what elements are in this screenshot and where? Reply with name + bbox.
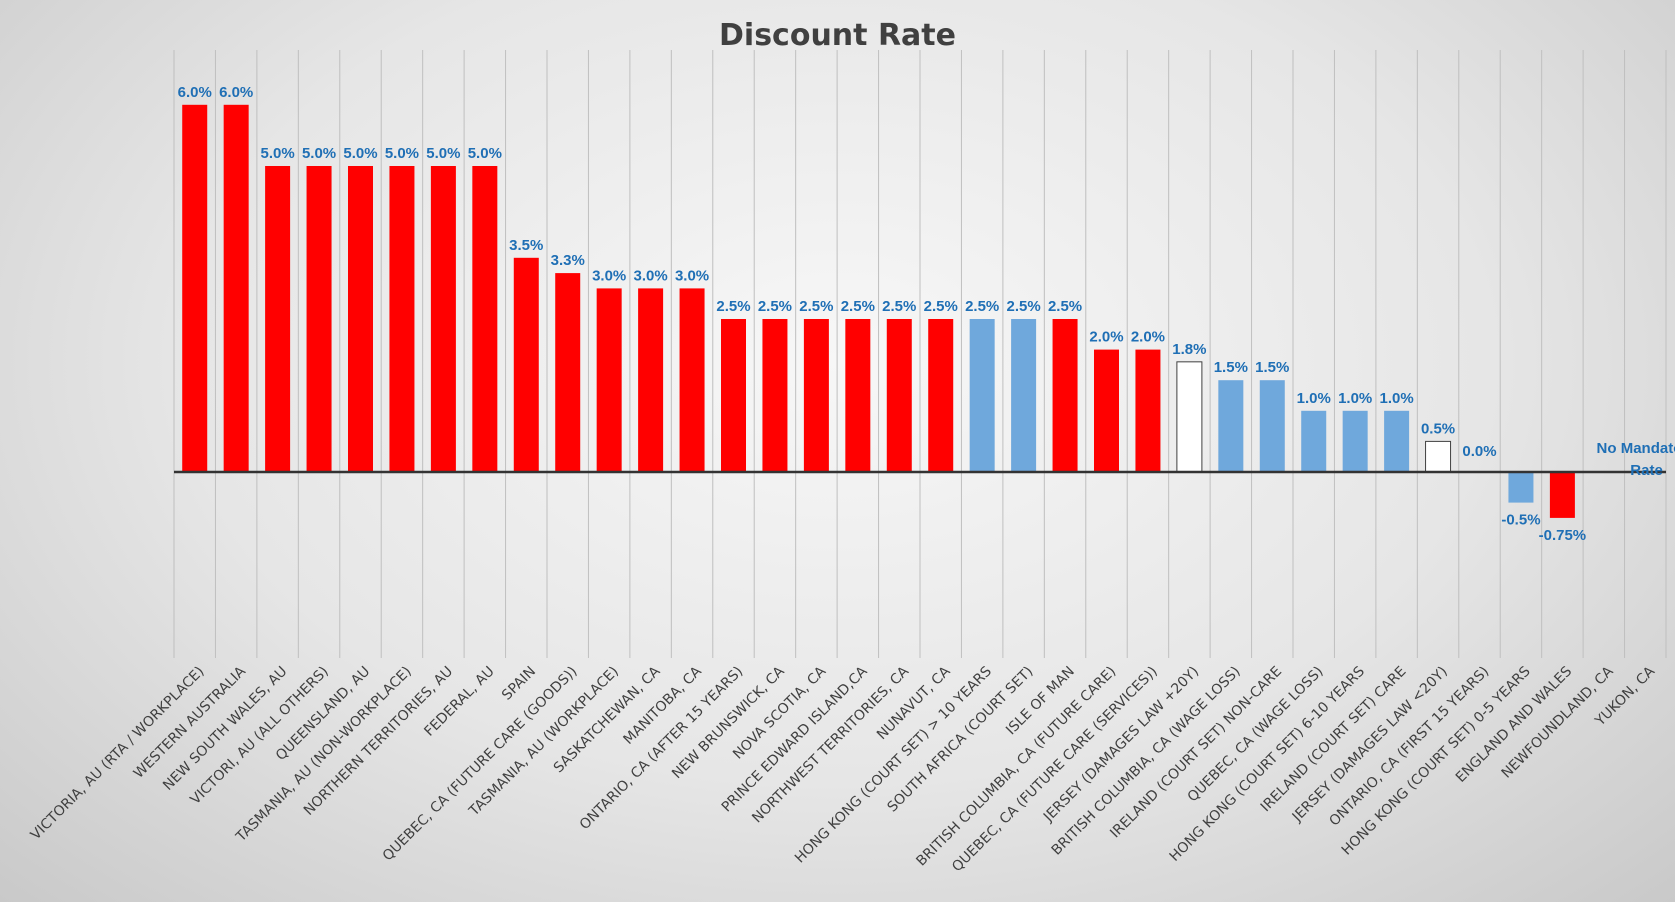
bar-victoria-au-rta-workplace [182, 104, 208, 473]
bar-england-and-wales [1549, 472, 1575, 518]
value-label-england-and-wales: -0.75% [1539, 527, 1587, 544]
category-label-hong-kong-court-set-10-years: HONG KONG (COURT SET) > 10 YEARS [792, 663, 995, 866]
bars [182, 104, 1575, 518]
value-label-ireland-court-set-care: 1.0% [1380, 390, 1414, 407]
value-label-queensland-au: 5.0% [343, 145, 377, 162]
bar-isle-of-man [1052, 319, 1078, 472]
value-label-prince-edward-island-ca: 2.5% [841, 298, 875, 315]
bar-northern-territories-au [430, 166, 456, 472]
bar-victori-au-all-others [306, 166, 332, 472]
bar-hong-kong-court-set-0-5-years [1508, 472, 1534, 503]
value-label-ontario-ca-first-15-years: 0.0% [1462, 443, 1496, 460]
value-label-ireland-court-set-non-care: 1.5% [1255, 359, 1289, 376]
bar-new-south-wales-au [265, 166, 291, 472]
value-label-hong-kong-court-set-6-10-years: 1.0% [1338, 390, 1372, 407]
no-mandatory-rate-note: No MandatoryRate [1597, 440, 1675, 479]
value-label-hong-kong-court-set-0-5-years: -0.5% [1501, 512, 1540, 529]
bar-western-australia [223, 104, 249, 473]
category-label-victoria-au-rta-workplace: VICTORIA, AU (RTA / WORKPLACE) [28, 664, 208, 844]
value-label-jersey-damages-law-20y: 1.8% [1172, 341, 1206, 358]
value-label-tasmania-au-non-workplace: 5.0% [385, 145, 419, 162]
bar-ontario-ca-after-15-years [721, 319, 746, 472]
value-label-saskatchewan-ca: 3.0% [634, 267, 668, 284]
category-label-spain: SPAIN [499, 664, 539, 704]
bar-quebec-ca-wage-loss [1301, 410, 1327, 472]
value-label-ontario-ca-after-15-years: 2.5% [716, 298, 750, 315]
value-label-new-brunswick-ca: 2.5% [758, 298, 792, 315]
value-label-british-columbia-ca-wage-loss: 1.5% [1214, 359, 1248, 376]
annotations: No MandatoryRate [1597, 440, 1675, 479]
value-label-british-columbia-ca-future-care: 2.0% [1089, 329, 1123, 346]
chart-title: Discount Rate [719, 18, 956, 53]
category-labels: VICTORIA, AU (RTA / WORKPLACE)WESTERN AU… [28, 663, 1659, 875]
value-label-manitoba-ca: 3.0% [675, 267, 709, 284]
bar-jersey-damages-law-20y [1176, 361, 1203, 473]
value-label-northwest-territories-ca: 2.5% [882, 298, 916, 315]
value-label-jersey-damages-law-20y: 0.5% [1421, 420, 1455, 437]
value-label-quebec-ca-future-care-services: 2.0% [1131, 329, 1165, 346]
value-label-tasmania-au-workplace: 3.0% [592, 267, 626, 284]
value-label-spain: 3.5% [509, 237, 543, 254]
bar-quebec-ca-future-care-goods [555, 273, 581, 472]
value-labels: 6.0% 6.0% 5.0% 5.0% 5.0% 5.0% 5.0% 5.0% 3.5% 3.3%… [178, 84, 1587, 544]
bar-ireland-court-set-care [1384, 410, 1410, 472]
bar-hong-kong-court-set-6-10-years [1342, 410, 1368, 472]
bar-quebec-ca-future-care-services [1135, 349, 1161, 472]
bar-saskatchewan-ca [638, 288, 664, 472]
value-label-isle-of-man: 2.5% [1048, 298, 1082, 315]
value-label-victori-au-all-others: 5.0% [302, 145, 336, 162]
category-label-nunavut-ca: NUNAVUT, CA [874, 663, 954, 743]
category-label-tasmania-au-workplace: TASMANIA, AU (WORKPLACE) [466, 664, 622, 820]
value-label-northern-territories-au: 5.0% [426, 145, 460, 162]
value-label-western-australia: 6.0% [219, 84, 253, 101]
bar-tasmania-au-workplace [596, 288, 622, 472]
bar-tasmania-au-non-workplace [389, 166, 415, 472]
bar-jersey-damages-law-20y [1425, 440, 1452, 473]
bar-queensland-au [348, 166, 373, 472]
bar-south-africa-court-set [1011, 319, 1037, 472]
bar-prince-edward-island-ca [845, 319, 871, 472]
value-label-hong-kong-court-set-10-years: 2.5% [965, 298, 999, 315]
bar-manitoba-ca [679, 288, 705, 472]
bar-nova-scotia-ca [803, 319, 829, 472]
value-label-nova-scotia-ca: 2.5% [799, 298, 833, 315]
value-label-south-africa-court-set: 2.5% [1007, 298, 1041, 315]
bar-ireland-court-set-non-care [1259, 380, 1285, 472]
value-label-quebec-ca-future-care-goods: 3.3% [551, 252, 585, 269]
bar-british-columbia-ca-future-care [1094, 349, 1119, 472]
bar-federal-au [472, 166, 498, 472]
bar-spain [513, 257, 539, 472]
gridlines [173, 50, 1667, 658]
category-label-northern-territories-au: NORTHERN TERRITORIES, AU [301, 664, 456, 819]
value-label-federal-au: 5.0% [468, 145, 502, 162]
bar-nunavut-ca [928, 319, 954, 472]
bar-new-brunswick-ca [762, 319, 788, 472]
bar-northwest-territories-ca [886, 319, 912, 472]
value-label-new-south-wales-au: 5.0% [261, 145, 295, 162]
value-label-victoria-au-rta-workplace: 6.0% [178, 84, 212, 101]
bar-british-columbia-ca-wage-loss [1218, 380, 1244, 472]
bar-hong-kong-court-set-10-years [969, 319, 995, 472]
value-label-quebec-ca-wage-loss: 1.0% [1297, 390, 1331, 407]
value-label-nunavut-ca: 2.5% [924, 298, 958, 315]
